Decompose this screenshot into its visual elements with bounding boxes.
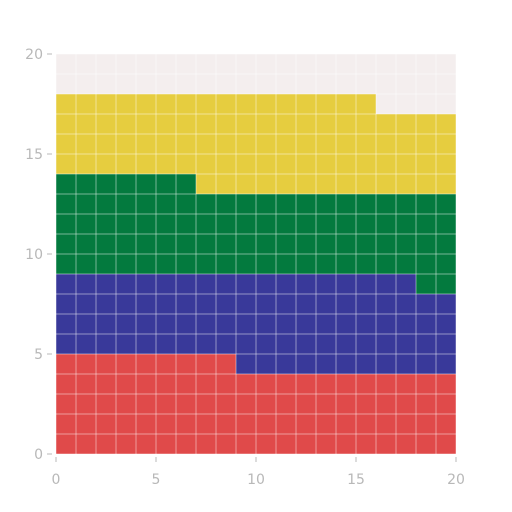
y-tick-label: 5 — [34, 347, 43, 363]
band-4-segment-1 — [56, 94, 196, 174]
y-tick-label: 20 — [25, 47, 43, 63]
band-3-segment-2 — [196, 194, 416, 274]
y-tick-label: 15 — [25, 147, 43, 163]
band-2-segment-3 — [416, 294, 456, 374]
y-axis: 0 5 10 15 20 — [25, 47, 52, 463]
band-3-segment-3 — [416, 194, 456, 294]
x-tick-label: 0 — [52, 472, 61, 488]
band-2-segment-2 — [236, 274, 416, 374]
band-4-segment-2 — [196, 94, 376, 194]
band-2-segment-1 — [56, 274, 236, 354]
grid — [55, 53, 457, 455]
x-tick-label: 10 — [247, 472, 265, 488]
band-3-segment-1 — [56, 174, 196, 274]
y-tick-label: 0 — [34, 447, 43, 463]
band-1-segment-1 — [56, 354, 236, 454]
x-tick-label: 20 — [447, 472, 465, 488]
y-tick-label: 10 — [25, 247, 43, 263]
x-tick-label: 15 — [347, 472, 365, 488]
band-4-segment-3 — [376, 114, 456, 194]
x-tick-label: 5 — [152, 472, 161, 488]
band-1-segment-2 — [236, 374, 456, 454]
plot-area — [56, 54, 456, 454]
x-axis: 0 5 10 15 20 — [52, 457, 465, 488]
